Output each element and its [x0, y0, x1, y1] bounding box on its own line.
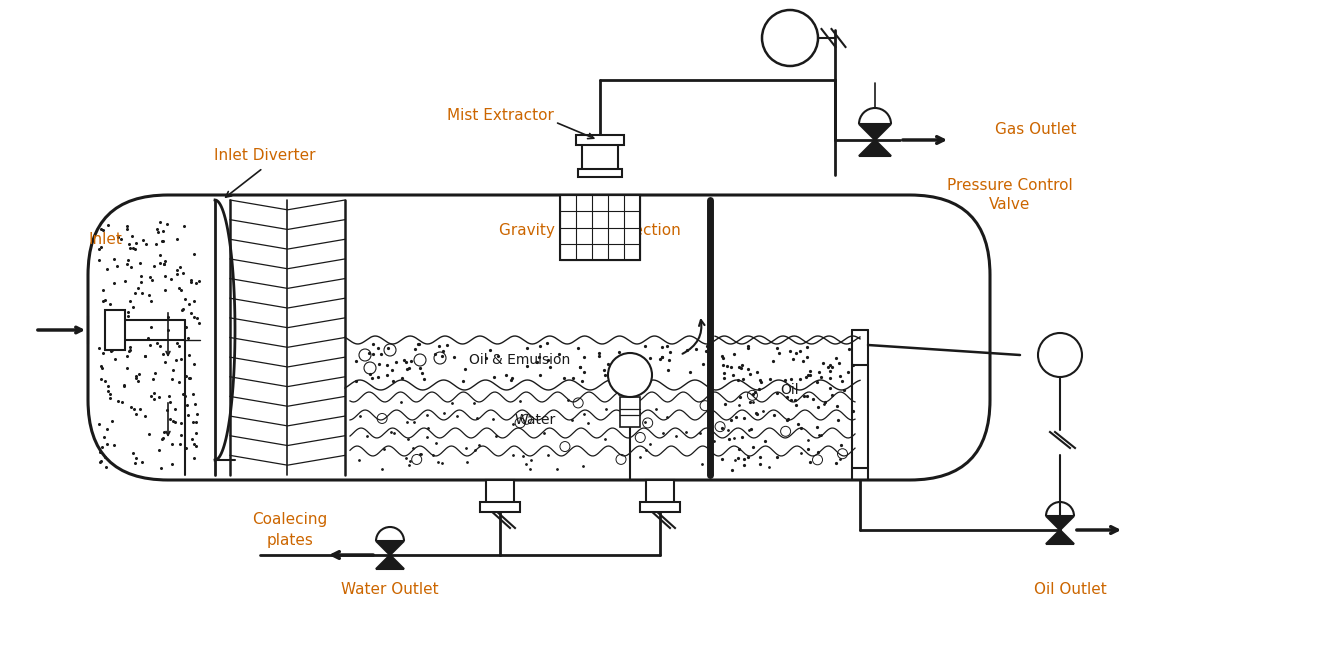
Text: LC: LC	[622, 369, 637, 382]
Text: Pressure Control
Valve: Pressure Control Valve	[947, 178, 1073, 212]
Bar	[576, 135, 624, 145]
Text: Water Outlet: Water Outlet	[341, 583, 438, 598]
Text: Mist Extractor: Mist Extractor	[446, 108, 554, 123]
Text: Gravity Settling Section: Gravity Settling Section	[499, 223, 681, 238]
Bar	[578, 169, 622, 177]
Text: Coalecing
plates: Coalecing plates	[252, 512, 328, 548]
Text: Gas Outlet: Gas Outlet	[995, 123, 1077, 138]
Bar	[620, 397, 640, 427]
Bar	[640, 502, 680, 512]
Text: Oil Outlet: Oil Outlet	[1033, 583, 1106, 598]
Text: Inlet Diverter: Inlet Diverter	[214, 147, 316, 162]
Text: Oil: Oil	[781, 383, 799, 397]
Bar	[105, 310, 125, 350]
Text: Oil & Emulsion: Oil & Emulsion	[469, 353, 571, 367]
Bar	[582, 140, 618, 170]
FancyBboxPatch shape	[88, 195, 989, 480]
Circle shape	[1038, 333, 1082, 377]
Text: Inlet: Inlet	[88, 232, 122, 247]
Polygon shape	[376, 541, 404, 569]
Bar	[560, 195, 640, 260]
Text: PC: PC	[780, 31, 799, 45]
Polygon shape	[859, 124, 891, 156]
Circle shape	[608, 353, 652, 397]
Text: LC: LC	[1052, 349, 1068, 361]
Polygon shape	[1046, 516, 1074, 544]
Bar	[486, 480, 514, 505]
Text: Water: Water	[514, 413, 555, 427]
Circle shape	[762, 10, 818, 66]
Bar	[645, 480, 675, 505]
Bar	[479, 502, 521, 512]
